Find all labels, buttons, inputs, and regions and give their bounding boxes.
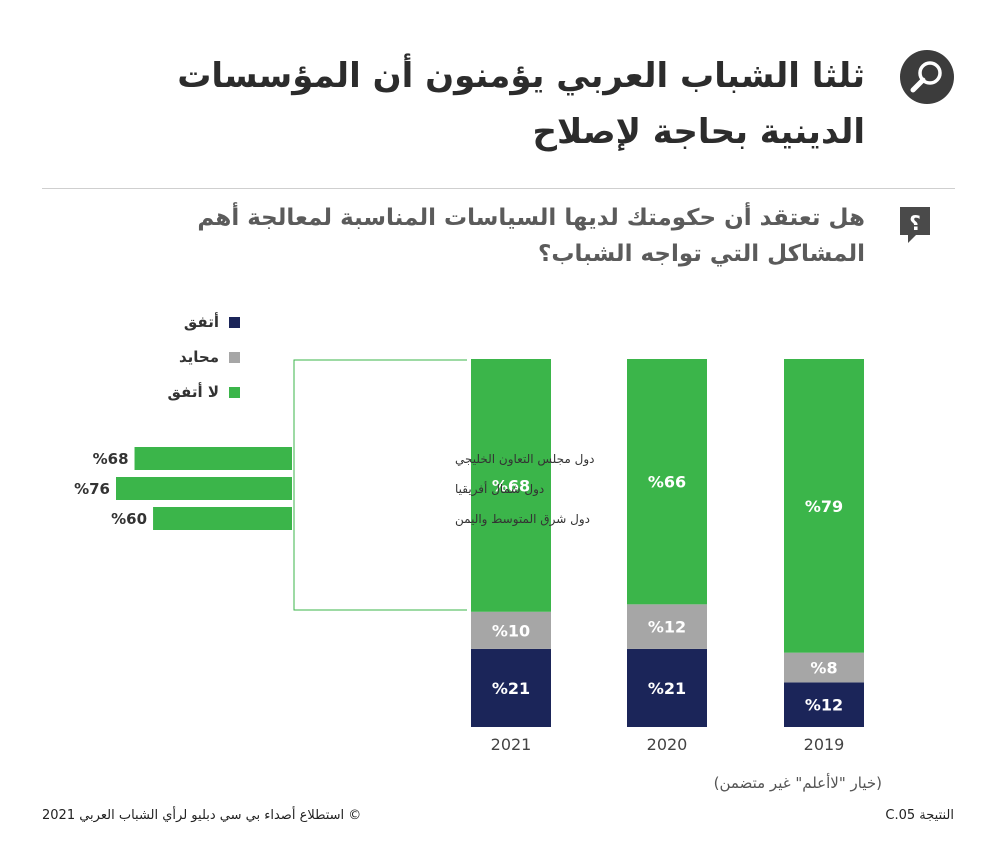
legend-item-neutral: محايد xyxy=(179,346,240,368)
bar-2019-segment-1 xyxy=(784,652,864,683)
page-title: ثلثا الشباب العربي يؤمنون أن المؤسسات ال… xyxy=(177,56,865,152)
legend-label-disagree: لا أتفق xyxy=(167,383,219,401)
region-bar-0 xyxy=(134,447,292,470)
bar-2020-segment-0 xyxy=(627,648,707,727)
region-value-label-2: %60 xyxy=(111,510,147,528)
footnote: (خيار "لاأعلم" غير متضمن) xyxy=(713,774,882,792)
bar-2021-segment-2 xyxy=(471,359,551,612)
legend-label-neutral: محايد xyxy=(178,348,219,366)
legend-swatch-neutral xyxy=(229,351,240,363)
x-tick-label-2021: 2021 xyxy=(491,735,532,754)
magnifier-icon xyxy=(900,50,954,104)
bar-2021-segment-1 xyxy=(471,611,551,649)
bar-label-2020-2: %66 xyxy=(648,473,686,492)
bar-label-2021-2: %68 xyxy=(492,476,530,495)
legend-item-disagree: لا أتفق xyxy=(168,381,240,403)
bar-2020-segment-2 xyxy=(627,359,707,605)
region-value-label-0: %68 xyxy=(93,450,129,468)
legend-item-agree: أتفق xyxy=(184,311,240,333)
x-tick-label-2019: 2019 xyxy=(804,735,845,754)
region-bracket xyxy=(293,359,467,611)
legend-swatch-agree xyxy=(229,316,240,328)
question-bubble-icon: ؟ xyxy=(898,205,932,245)
footer-copyright: © استطلاع أصداء بي سي دبليو لرأي الشباب … xyxy=(42,808,362,823)
region-category-label-0: دول مجلس التعاون الخليجي xyxy=(455,452,595,467)
legend-swatch-disagree xyxy=(229,386,240,398)
region-bar-1 xyxy=(116,477,292,500)
region-value-label-1: %76 xyxy=(74,480,110,498)
bar-2021-segment-0 xyxy=(471,648,551,727)
footer-code: النتيجة C.05 xyxy=(885,808,954,823)
region-bars: %68 دول مجلس التعاون الخليجي %76 دول شمال أ… xyxy=(74,447,595,530)
region-category-label-2: دول شرق المتوسط واليمن xyxy=(455,512,590,527)
bar-2020-segment-1 xyxy=(627,604,707,649)
bar-label-2019-0: %12 xyxy=(805,696,843,715)
bar-label-2019-2: %79 xyxy=(805,497,843,516)
bar-label-2019-1: %8 xyxy=(810,659,837,678)
bar-label-2021-0: %21 xyxy=(492,679,530,698)
bar-label-2020-0: %21 xyxy=(648,679,686,698)
svg-text:؟: ؟ xyxy=(909,211,921,235)
bar-label-2021-1: %10 xyxy=(492,621,530,640)
legend-label-agree: أتفق xyxy=(183,313,219,331)
x-tick-label-2020: 2020 xyxy=(647,735,688,754)
header-divider xyxy=(42,188,955,189)
region-bar-2 xyxy=(153,507,292,530)
stacked-bars: %21 %10 %68 2021 %21 %12 %66 2020 %12 %8 %79 2019 xyxy=(471,359,864,754)
bar-2019-segment-0 xyxy=(784,682,864,727)
bar-2019-segment-2 xyxy=(784,359,864,653)
region-category-label-1: دول شمال أفريقيا xyxy=(455,481,544,497)
survey-question: هل تعتقد أن حكومتك لديها السياسات المناس… xyxy=(197,205,865,267)
bar-label-2020-1: %12 xyxy=(648,618,686,637)
